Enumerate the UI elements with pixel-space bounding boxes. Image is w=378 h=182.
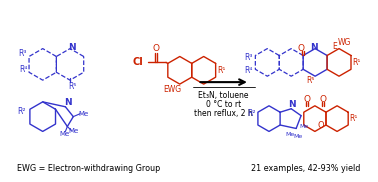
Text: R¹: R¹ <box>217 66 226 75</box>
Text: O: O <box>298 44 305 53</box>
Text: R⁴: R⁴ <box>19 65 27 74</box>
Text: WG: WG <box>337 38 351 47</box>
Text: Me: Me <box>299 124 309 129</box>
Text: Et₃N, toluene: Et₃N, toluene <box>198 91 248 100</box>
Text: N: N <box>310 43 318 52</box>
Text: R¹: R¹ <box>353 58 361 67</box>
Text: 0 °C to rt: 0 °C to rt <box>206 100 241 109</box>
Text: 21 examples, 42-93% yield: 21 examples, 42-93% yield <box>251 164 361 173</box>
Text: R³: R³ <box>19 49 27 58</box>
Text: R²: R² <box>18 107 26 116</box>
Text: N: N <box>65 98 72 107</box>
Text: Me: Me <box>68 128 78 134</box>
Text: O: O <box>153 44 160 53</box>
Text: R²: R² <box>247 109 256 118</box>
Text: EWG: EWG <box>163 84 181 94</box>
Text: Me: Me <box>59 131 70 137</box>
Text: Me: Me <box>286 132 295 137</box>
Text: N: N <box>68 43 76 52</box>
Text: R⁵: R⁵ <box>306 76 314 85</box>
Text: E: E <box>333 42 338 51</box>
Text: Cl: Cl <box>133 57 144 67</box>
Text: R¹: R¹ <box>350 114 358 123</box>
Text: O: O <box>318 120 325 130</box>
Text: R³: R³ <box>244 53 253 62</box>
Text: R⁵: R⁵ <box>68 82 76 91</box>
Text: then reflux, 2 h: then reflux, 2 h <box>194 109 253 118</box>
Text: O: O <box>319 95 326 104</box>
Text: EWG = Electron-withdrawing Group: EWG = Electron-withdrawing Group <box>17 164 161 173</box>
Text: Me: Me <box>293 134 303 139</box>
Text: N: N <box>288 100 296 109</box>
Text: O: O <box>304 95 310 104</box>
Text: Me: Me <box>78 111 88 117</box>
Text: R⁴: R⁴ <box>245 66 253 75</box>
